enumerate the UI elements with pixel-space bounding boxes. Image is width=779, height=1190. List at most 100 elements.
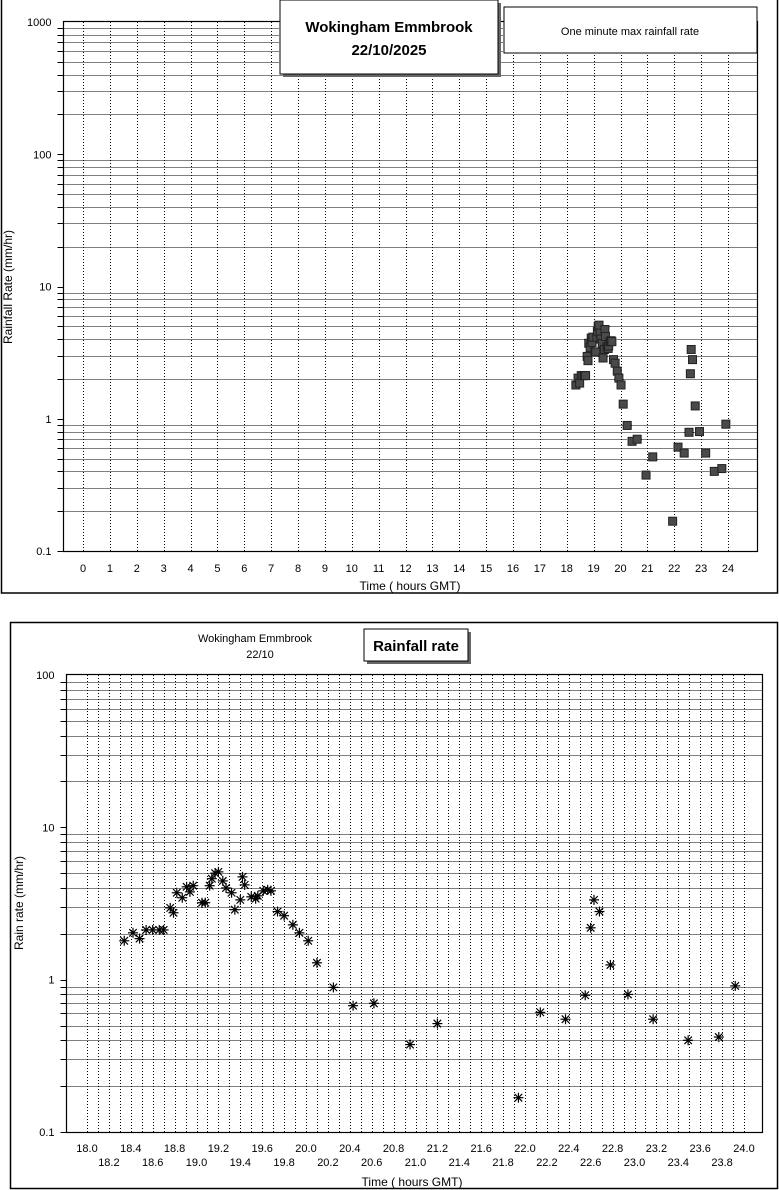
bottom-station-name: Wokingham Emmbrook <box>198 633 313 645</box>
x-tick-label: 20.0 <box>295 1143 316 1155</box>
data-point-asterisk <box>119 935 130 946</box>
asterisk-stroke <box>266 886 276 896</box>
x-tick-label: 18.6 <box>142 1157 163 1169</box>
data-point-asterisk <box>594 906 605 917</box>
top-chart-frame <box>0 0 779 594</box>
title-box <box>279 0 499 75</box>
x-tick-label: 20.8 <box>383 1143 404 1155</box>
x-tick-label: 23.8 <box>711 1157 732 1169</box>
data-point-asterisk <box>158 924 169 935</box>
data-point-asterisk <box>588 894 599 905</box>
x-tick-label: 19.0 <box>186 1157 207 1169</box>
data-point-square <box>688 355 698 365</box>
data-point-asterisk <box>226 887 237 898</box>
asterisk-stroke <box>405 1040 415 1049</box>
top-y-axis-label: Rainfall Rate (mm/hr) <box>1 230 15 344</box>
x-tick-label: 10 <box>346 563 358 575</box>
asterisk-stroke <box>159 925 168 935</box>
asterisk-stroke <box>120 936 129 945</box>
data-point-square <box>721 419 731 429</box>
asterisk-stroke <box>182 882 191 891</box>
data-point-asterisk <box>328 982 339 993</box>
x-tick-label: 22.4 <box>558 1143 579 1155</box>
x-tick-label: 22.8 <box>602 1143 623 1155</box>
x-tick-label: 24 <box>722 563 734 575</box>
x-tick-label: 18.4 <box>120 1143 141 1155</box>
bottom-chart-grid <box>66 675 763 1132</box>
data-point-asterisk <box>204 880 215 891</box>
asterisk-stroke <box>288 920 298 930</box>
top-chart-date: 22/10/2025 <box>351 42 426 59</box>
data-point-asterisk <box>405 1039 416 1050</box>
x-tick-label: 18.2 <box>98 1157 119 1169</box>
x-tick-label: 21.8 <box>492 1157 513 1169</box>
asterisk-stroke <box>135 934 144 943</box>
y-tick-label: 100 <box>36 670 54 682</box>
x-tick-label: 21.6 <box>470 1143 491 1155</box>
data-point-square <box>641 470 651 480</box>
data-point-square <box>583 356 593 366</box>
data-point-asterisk <box>177 892 188 903</box>
bottom-chart-frame <box>9 621 779 1190</box>
x-tick-label: 22.6 <box>580 1157 601 1169</box>
asterisk-stroke <box>240 880 249 890</box>
data-point-asterisk <box>141 924 152 935</box>
data-point-asterisk <box>287 919 298 930</box>
data-point-asterisk <box>605 959 616 970</box>
asterisk-stroke <box>201 898 210 907</box>
x-tick-label: 20 <box>614 563 626 575</box>
asterisk-stroke <box>172 888 181 897</box>
data-point-asterisk <box>348 1000 359 1011</box>
legend-box <box>503 6 758 54</box>
data-point-square <box>598 353 608 363</box>
x-tick-label: 20.6 <box>361 1157 382 1169</box>
top-chart-points <box>571 320 731 526</box>
x-tick-label: 17 <box>534 563 546 575</box>
asterisk-stroke <box>714 1032 723 1042</box>
data-point-square <box>632 434 642 444</box>
data-point-square <box>684 427 694 437</box>
data-point-asterisk <box>200 897 211 908</box>
data-point-asterisk <box>272 906 283 917</box>
x-tick-label: 6 <box>241 563 247 575</box>
x-tick-label: 21 <box>641 563 653 575</box>
asterisk-stroke <box>236 895 245 905</box>
asterisk-stroke <box>273 907 282 916</box>
asterisk-stroke <box>189 881 198 890</box>
asterisk-stroke <box>214 867 223 877</box>
data-point-square <box>610 358 620 368</box>
data-point-asterisk <box>265 885 276 896</box>
data-point-asterisk <box>134 933 145 944</box>
x-tick-label: 0 <box>80 563 86 575</box>
data-point-asterisk <box>683 1035 694 1046</box>
x-tick-label: 18.0 <box>76 1143 97 1155</box>
y-tick-label: 10 <box>39 282 51 294</box>
data-point-square <box>618 399 628 409</box>
asterisk-stroke <box>166 903 175 913</box>
data-point-asterisk <box>168 907 179 918</box>
data-point-square <box>616 380 626 390</box>
x-tick-label: 11 <box>373 563 384 575</box>
asterisk-stroke <box>606 960 615 970</box>
y-tick-label: 1000 <box>27 17 51 29</box>
y-tick-label: 100 <box>33 149 51 161</box>
data-point-square <box>673 442 683 452</box>
data-point-asterisk <box>206 873 217 884</box>
data-point-square <box>717 464 727 474</box>
x-tick-label: 3 <box>161 563 167 575</box>
x-tick-label: 18 <box>561 563 573 575</box>
y-tick-label: 10 <box>42 822 54 834</box>
asterisk-stroke <box>536 1008 545 1017</box>
x-tick-label: 13 <box>426 563 438 575</box>
bottom-chart-title: Rainfall rate <box>373 638 459 655</box>
x-tick-label: 4 <box>187 563 193 575</box>
x-tick-label: 24.0 <box>733 1143 754 1155</box>
x-tick-label: 19.2 <box>208 1143 229 1155</box>
data-point-asterisk <box>213 866 224 877</box>
asterisk-stroke <box>247 892 256 901</box>
asterisk-stroke <box>218 876 227 886</box>
x-tick-label: 21.0 <box>405 1157 426 1169</box>
x-tick-label: 23.2 <box>646 1143 667 1155</box>
asterisk-stroke <box>221 883 231 893</box>
